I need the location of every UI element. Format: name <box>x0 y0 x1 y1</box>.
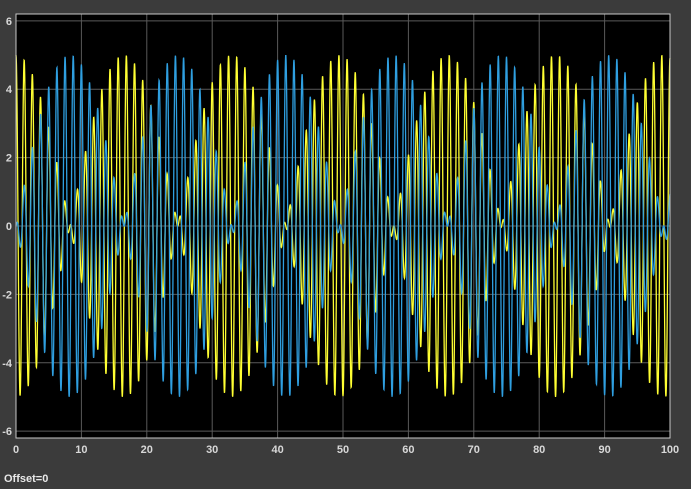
offset-status-label: Offset=0 <box>4 473 49 485</box>
series-lines <box>15 54 671 398</box>
y-tick-label: 2 <box>6 153 12 165</box>
y-tick-label: 6 <box>6 16 12 28</box>
x-tick-label: 20 <box>141 444 153 456</box>
series-line-2 <box>15 54 671 397</box>
x-tick-label: 30 <box>206 444 218 456</box>
x-tick-label: 40 <box>271 444 283 456</box>
x-tick-label: 90 <box>598 444 610 456</box>
axes-frame <box>15 13 671 439</box>
x-tick-label: 100 <box>661 444 679 456</box>
x-tick-label: 0 <box>13 444 19 456</box>
x-tick-label: 10 <box>75 444 87 456</box>
y-tick-label: 0 <box>6 221 12 233</box>
y-tick-label: -4 <box>2 358 13 370</box>
x-tick-label: 50 <box>337 444 349 456</box>
y-tick-label: -2 <box>2 289 12 301</box>
tick-labels: 0 10 20 30 40 50 60 70 80 90 100 -6 -4 -2 0 2 4 6 <box>2 16 679 456</box>
x-tick-label: 70 <box>468 444 480 456</box>
x-tick-label: 80 <box>533 444 545 456</box>
y-tick-label: 4 <box>6 84 13 96</box>
series-line-1 <box>15 54 671 398</box>
y-tick-label: -6 <box>2 426 12 438</box>
x-tick-label: 60 <box>402 444 414 456</box>
